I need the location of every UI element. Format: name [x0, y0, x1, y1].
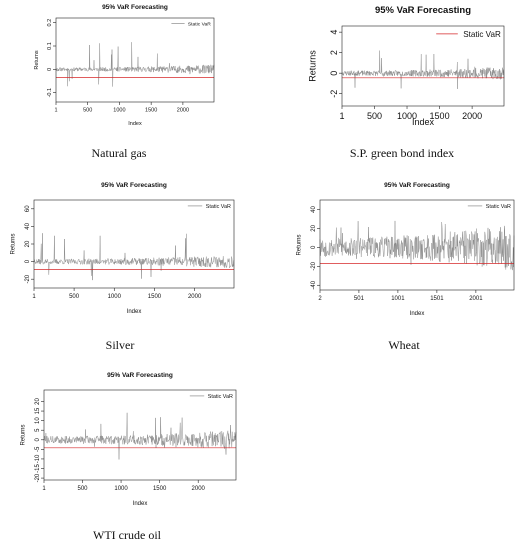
chart-panel-natural-gas: 95% VaR Forecasting -0.1 0 0.1 0.2 1 500 1000 15… [16, 0, 222, 128]
returns-series-line [341, 50, 505, 89]
plot-frame [55, 17, 215, 103]
y-tick-label: -15 [35, 464, 41, 473]
y-tick-label: 0 [35, 437, 41, 441]
returns-series-line [55, 42, 215, 87]
x-tick-label: 1000 [114, 486, 128, 492]
x-tick-label: 500 [77, 486, 88, 492]
x-tick-label: 1001 [391, 296, 405, 302]
y-tick-label: 5 [35, 428, 41, 432]
x-axis-label: Index [128, 121, 142, 127]
y-axis-label: Returns [34, 50, 40, 70]
y-tick-label: -20 [311, 261, 317, 270]
returns-series-line [43, 412, 237, 460]
plot-frame [43, 389, 237, 481]
chart-caption: S.P. green bond index [349, 146, 455, 160]
y-tick-label: 20 [35, 397, 41, 404]
x-tick-label: 500 [69, 294, 80, 300]
y-tick-label: 0 [47, 68, 53, 71]
y-tick-label: -40 [311, 280, 317, 289]
y-tick-label: 40 [25, 222, 31, 229]
x-tick-label: 1500 [148, 294, 162, 300]
legend-label: Static VaR [463, 30, 501, 39]
x-tick-label: 2000 [192, 486, 206, 492]
chart-title: 95% VaR Forecasting [384, 182, 450, 189]
chart-title: 95% VaR Forecasting [101, 182, 167, 189]
chart-title: 95% VaR Forecasting [107, 372, 173, 379]
x-axis-label: Index [133, 501, 148, 507]
x-tick-label: 1500 [145, 108, 157, 114]
x-axis-label: Index [127, 309, 142, 315]
legend-label: Static VaR [188, 22, 211, 28]
x-axis-label: Index [410, 311, 425, 317]
y-tick-label: 60 [25, 205, 31, 212]
returns-series-line [33, 233, 235, 281]
y-tick-label: 20 [311, 224, 317, 231]
x-tick-label: 1 [32, 294, 36, 300]
chart-title: 95% VaR Forecasting [102, 4, 168, 11]
plot-frame [341, 25, 505, 107]
y-tick-label: -20 [25, 274, 31, 283]
x-axis-label: Index [412, 117, 435, 127]
y-tick-label: 0 [311, 245, 317, 249]
chart-panel-silver: 95% VaR Forecasting -20 0 20 40 60 1 500 1000 150… [2, 178, 238, 316]
x-tick-label: 2000 [177, 108, 189, 114]
x-tick-label: 1000 [397, 111, 417, 121]
x-tick-label: 2000 [188, 294, 202, 300]
chart-panel-wheat: 95% VaR Forecasting -40 -20 0 20 40 2 501 1001 15… [290, 178, 518, 318]
plot-frame [319, 199, 515, 291]
chart-title: 95% VaR Forecasting [375, 5, 471, 16]
x-tick-label: 1 [339, 111, 344, 121]
chart-panel-green-bond: 95% VaR Forecasting -2 0 2 4 1 500 1000 1500 2000… [296, 4, 508, 128]
x-tick-label: 500 [367, 111, 382, 121]
chart-svg: 95% VaR Forecasting-0.100.10.21 500 1000 15… [34, 4, 215, 127]
x-tick-label: 1500 [153, 486, 167, 492]
legend-label: Static VaR [208, 394, 233, 400]
chart-caption: WTI crude oil [93, 528, 161, 542]
y-axis-label: Returns [307, 50, 317, 82]
x-tick-label: 2001 [469, 296, 483, 302]
x-tick-label: 1501 [430, 296, 444, 302]
y-tick-label: 0 [25, 259, 31, 263]
chart-panel-wti: 95% VaR Forecasting -20 -15 -10 -5 0 5 10 15 20 1 5… [14, 368, 240, 508]
y-axis-label: Returns [11, 233, 17, 254]
chart-svg: 95% VaR Forecasting -40 -20 0 20 40 2 501 1001 15… [297, 182, 515, 317]
x-tick-label: 501 [354, 296, 365, 302]
chart-caption: Wheat [388, 338, 420, 352]
x-tick-label: 1 [42, 486, 46, 492]
y-tick-label: 0.1 [47, 42, 53, 50]
y-tick-label: 20 [25, 240, 31, 247]
y-tick-label: -2 [329, 90, 339, 98]
y-tick-label: 40 [311, 205, 317, 212]
y-tick-label: 4 [329, 30, 339, 35]
y-axis-label: Returns [297, 234, 303, 255]
y-tick-label: -10 [35, 454, 41, 463]
y-tick-label: 15 [35, 407, 41, 414]
legend-label: Static VaR [486, 204, 511, 210]
y-axis-label: Returns [21, 424, 27, 445]
x-tick-label: 500 [83, 108, 92, 114]
chart-caption: Silver [105, 338, 135, 352]
plot-frame [33, 199, 235, 289]
y-tick-label: -5 [35, 446, 41, 452]
y-tick-label: 0.2 [47, 19, 53, 27]
y-tick-label: -20 [35, 473, 41, 482]
y-tick-label: 2 [329, 50, 339, 55]
x-tick-label: 2000 [462, 111, 482, 121]
x-tick-label: 1000 [108, 294, 122, 300]
y-tick-label: 10 [35, 417, 41, 424]
x-tick-label: 2 [318, 296, 322, 302]
y-tick-label: -0.1 [47, 88, 53, 97]
legend-label: Static VaR [206, 204, 231, 210]
x-tick-label: 1 [54, 108, 57, 114]
y-tick-label: 0 [329, 71, 339, 76]
x-tick-label: 1000 [113, 108, 125, 114]
returns-series-line [319, 220, 515, 271]
x-tick-label: 1500 [430, 111, 450, 121]
chart-caption: Natural gas [91, 146, 147, 160]
